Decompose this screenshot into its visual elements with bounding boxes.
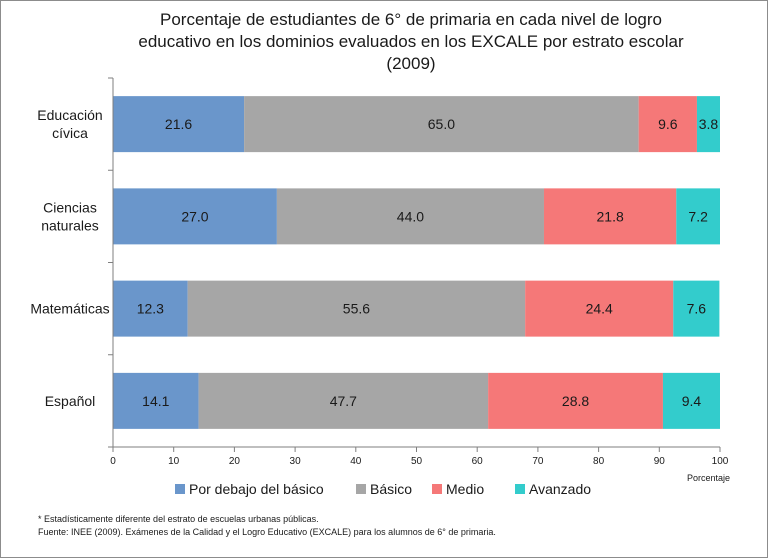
bar-segment-1-0 <box>113 188 277 245</box>
x-tick-label-10: 100 <box>712 456 729 467</box>
category-label-0-1: cívica <box>52 125 88 141</box>
data-label-2-1: 55.6 <box>343 301 370 317</box>
bar-segment-3-3 <box>662 372 720 429</box>
data-label-0-1: 65.0 <box>428 116 455 132</box>
category-label-0-0: Educación <box>37 107 102 123</box>
data-label-3-2: 28.8 <box>562 393 589 409</box>
category-label-1-0: Ciencias <box>43 199 97 215</box>
x-tick-label-5: 50 <box>411 456 423 467</box>
data-label-2-2: 24.4 <box>586 301 613 317</box>
category-label-3-0: Español <box>45 393 96 409</box>
bar-segment-2-2 <box>525 280 674 337</box>
category-label-2-0: Matemáticas <box>30 301 109 317</box>
bar-segment-0-3 <box>696 96 720 153</box>
x-tick-label-0: 0 <box>110 456 116 467</box>
bar-segment-0-2 <box>638 96 697 153</box>
chart-title-line-1: Porcentaje de estudiantes de 6° de prima… <box>159 10 662 29</box>
x-tick-label-3: 30 <box>290 456 302 467</box>
legend-label-0: Por debajo del básico <box>189 481 324 497</box>
bar-segment-2-3 <box>673 280 720 337</box>
x-tick-label-1: 10 <box>168 456 180 467</box>
data-label-1-2: 21.8 <box>597 208 624 224</box>
bar-segment-0-1 <box>244 96 639 153</box>
legend-swatch-1 <box>356 484 366 494</box>
legend-label-2: Medio <box>446 481 484 497</box>
bar-segment-1-3 <box>676 188 720 245</box>
bar-segment-0-0 <box>113 96 245 153</box>
data-label-3-3: 9.4 <box>682 393 702 409</box>
data-label-1-3: 7.2 <box>688 208 708 224</box>
bar-segment-2-1 <box>187 280 526 337</box>
data-label-3-1: 47.7 <box>330 393 357 409</box>
chart-title-line-2: educativo en los dominios evaluados en l… <box>138 32 684 51</box>
footnote-source: Fuente: INEE (2009). Exámenes de la Cali… <box>38 527 496 537</box>
data-label-0-0: 21.6 <box>165 116 192 132</box>
data-label-3-0: 14.1 <box>142 393 169 409</box>
legend-label-1: Básico <box>370 481 412 497</box>
x-tick-label-7: 70 <box>532 456 544 467</box>
x-tick-label-2: 20 <box>229 456 241 467</box>
data-label-1-1: 44.0 <box>397 208 424 224</box>
chart-title-line-3: (2009) <box>386 54 436 73</box>
bar-segment-1-1 <box>276 188 544 245</box>
data-label-2-3: 7.6 <box>687 301 707 317</box>
legend-swatch-0 <box>175 484 185 494</box>
bar-segment-3-2 <box>488 372 663 429</box>
data-label-0-2: 9.6 <box>658 116 678 132</box>
footnote-note: * Estadísticamente diferente del estrato… <box>38 514 319 524</box>
x-tick-label-8: 80 <box>593 456 605 467</box>
bar-segment-1-2 <box>543 188 677 245</box>
bar-segment-2-0 <box>113 280 188 337</box>
bar-segment-3-1 <box>198 372 489 429</box>
x-axis-title: Porcentaje <box>687 473 730 483</box>
x-tick-label-4: 40 <box>350 456 362 467</box>
bar-segment-3-0 <box>113 372 199 429</box>
category-label-1-1: naturales <box>41 217 99 233</box>
data-label-0-3: 3.8 <box>699 116 719 132</box>
legend-label-3: Avanzado <box>529 481 591 497</box>
data-label-1-0: 27.0 <box>181 208 208 224</box>
x-tick-label-6: 60 <box>472 456 484 467</box>
legend-swatch-2 <box>432 484 442 494</box>
chart-title: Porcentaje de estudiantes de 6° de prima… <box>101 9 721 75</box>
data-label-2-0: 12.3 <box>137 301 164 317</box>
x-tick-label-9: 90 <box>654 456 666 467</box>
legend-swatch-3 <box>515 484 525 494</box>
